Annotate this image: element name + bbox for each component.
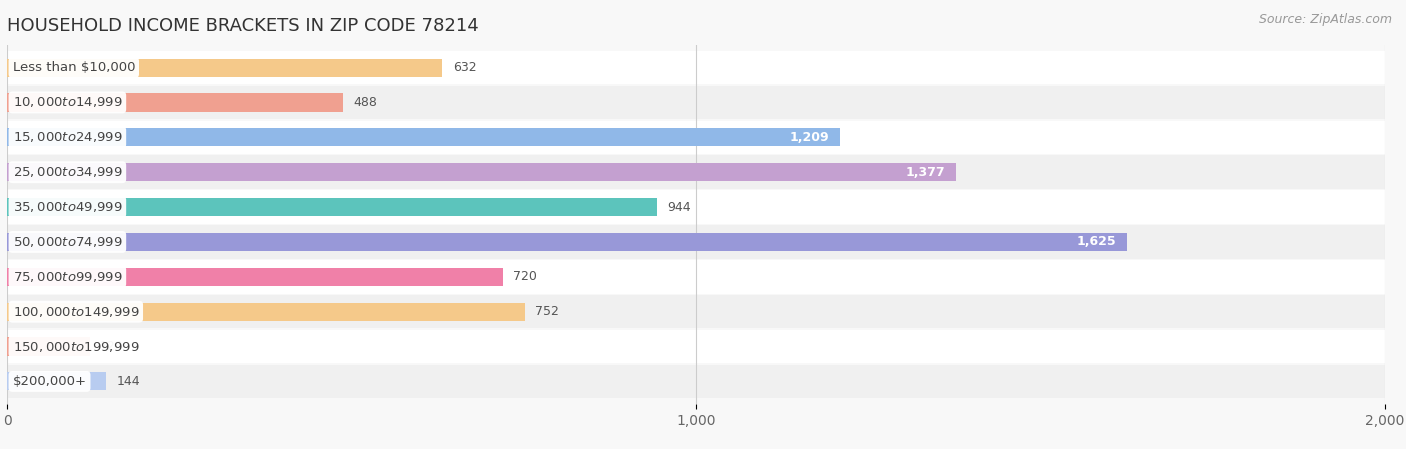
Text: $35,000 to $49,999: $35,000 to $49,999: [13, 200, 122, 214]
Text: $15,000 to $24,999: $15,000 to $24,999: [13, 130, 122, 144]
Text: $100,000 to $149,999: $100,000 to $149,999: [13, 305, 139, 319]
Bar: [7, 233, 1126, 251]
Bar: [0, 190, 1406, 224]
Bar: [7, 268, 503, 286]
Bar: [7, 338, 90, 356]
Text: $10,000 to $14,999: $10,000 to $14,999: [13, 96, 122, 110]
Text: 488: 488: [353, 96, 377, 109]
Bar: [7, 128, 839, 146]
Bar: [0, 155, 1406, 189]
Bar: [7, 303, 524, 321]
Bar: [0, 225, 1406, 259]
Text: 944: 944: [668, 201, 692, 214]
Bar: [7, 93, 343, 111]
Text: 752: 752: [536, 305, 560, 318]
Text: $150,000 to $199,999: $150,000 to $199,999: [13, 339, 139, 353]
Text: Source: ZipAtlas.com: Source: ZipAtlas.com: [1258, 13, 1392, 26]
Bar: [7, 372, 107, 391]
Text: 1,209: 1,209: [790, 131, 830, 144]
Bar: [7, 198, 658, 216]
Text: $50,000 to $74,999: $50,000 to $74,999: [13, 235, 122, 249]
Bar: [0, 330, 1406, 363]
Text: 632: 632: [453, 61, 477, 74]
Text: 144: 144: [117, 375, 141, 388]
Bar: [0, 365, 1406, 398]
Text: 720: 720: [513, 270, 537, 283]
Text: Less than $10,000: Less than $10,000: [13, 61, 135, 74]
Bar: [0, 86, 1406, 119]
Text: $25,000 to $34,999: $25,000 to $34,999: [13, 165, 122, 179]
Bar: [0, 295, 1406, 328]
Text: $75,000 to $99,999: $75,000 to $99,999: [13, 270, 122, 284]
Bar: [7, 58, 443, 77]
Text: 1,625: 1,625: [1077, 235, 1116, 248]
Text: 1,377: 1,377: [905, 166, 945, 179]
Text: $200,000+: $200,000+: [13, 375, 87, 388]
Text: 120: 120: [100, 340, 124, 353]
Bar: [7, 163, 956, 181]
Bar: [0, 121, 1406, 154]
Bar: [0, 260, 1406, 294]
Text: HOUSEHOLD INCOME BRACKETS IN ZIP CODE 78214: HOUSEHOLD INCOME BRACKETS IN ZIP CODE 78…: [7, 17, 479, 35]
Bar: [0, 51, 1406, 84]
